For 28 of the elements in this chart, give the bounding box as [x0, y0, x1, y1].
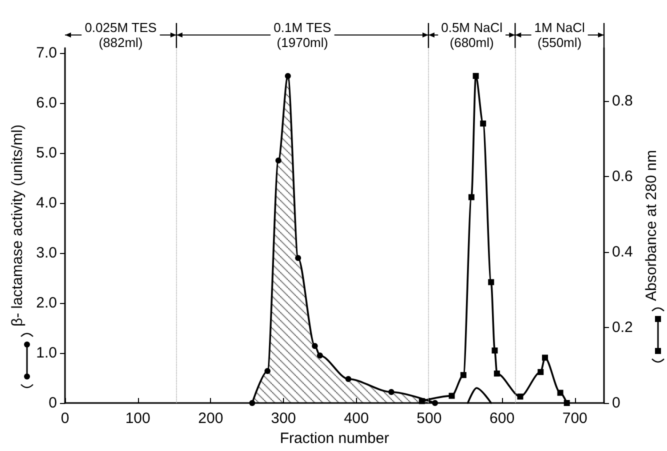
x-tick-label: 600 [490, 410, 515, 427]
annotation: 0.025M TES (882ml) [84, 20, 158, 50]
annotation: 1M NaCl (550ml) [534, 20, 585, 50]
y-tick-label: 0 [48, 394, 57, 412]
y2-tick-label: 0.4 [612, 243, 633, 260]
x-axis-title: Fraction number [280, 430, 390, 447]
y-tick-label: 4.0 [36, 194, 57, 212]
x-tick-label: 200 [198, 410, 224, 427]
x-tick-label: 400 [344, 410, 369, 427]
y2-tick-label: 0.2 [612, 318, 633, 336]
y2-axis-title: Absorbance at 280 nm [643, 150, 660, 301]
y-axis-title: β- lactamase activity (units/ml) [9, 124, 26, 327]
x-tick-label: 700 [562, 410, 588, 427]
y-tick-label: 3.0 [36, 244, 57, 262]
y2-tick-label: 0.6 [612, 168, 633, 185]
annotation: 0.1M TES (1970ml) [274, 20, 332, 50]
x-tick-label: 0 [60, 410, 70, 427]
x-tick-label: 300 [271, 410, 296, 427]
y-tick-label: 7.0 [36, 44, 57, 62]
annotation: 0.5M NaCl (680ml) [441, 20, 503, 50]
y-tick-label: 1.0 [36, 344, 57, 362]
y-tick-label: 2.0 [36, 294, 57, 312]
y-tick-label: 5.0 [36, 144, 57, 162]
y2-tick-label: 0.8 [612, 92, 633, 110]
x-tick-label: 500 [416, 410, 442, 427]
y2-tick-label: 0 [612, 394, 620, 412]
y-tick-label: 6.0 [36, 94, 57, 112]
x-tick-label: 100 [125, 410, 150, 427]
